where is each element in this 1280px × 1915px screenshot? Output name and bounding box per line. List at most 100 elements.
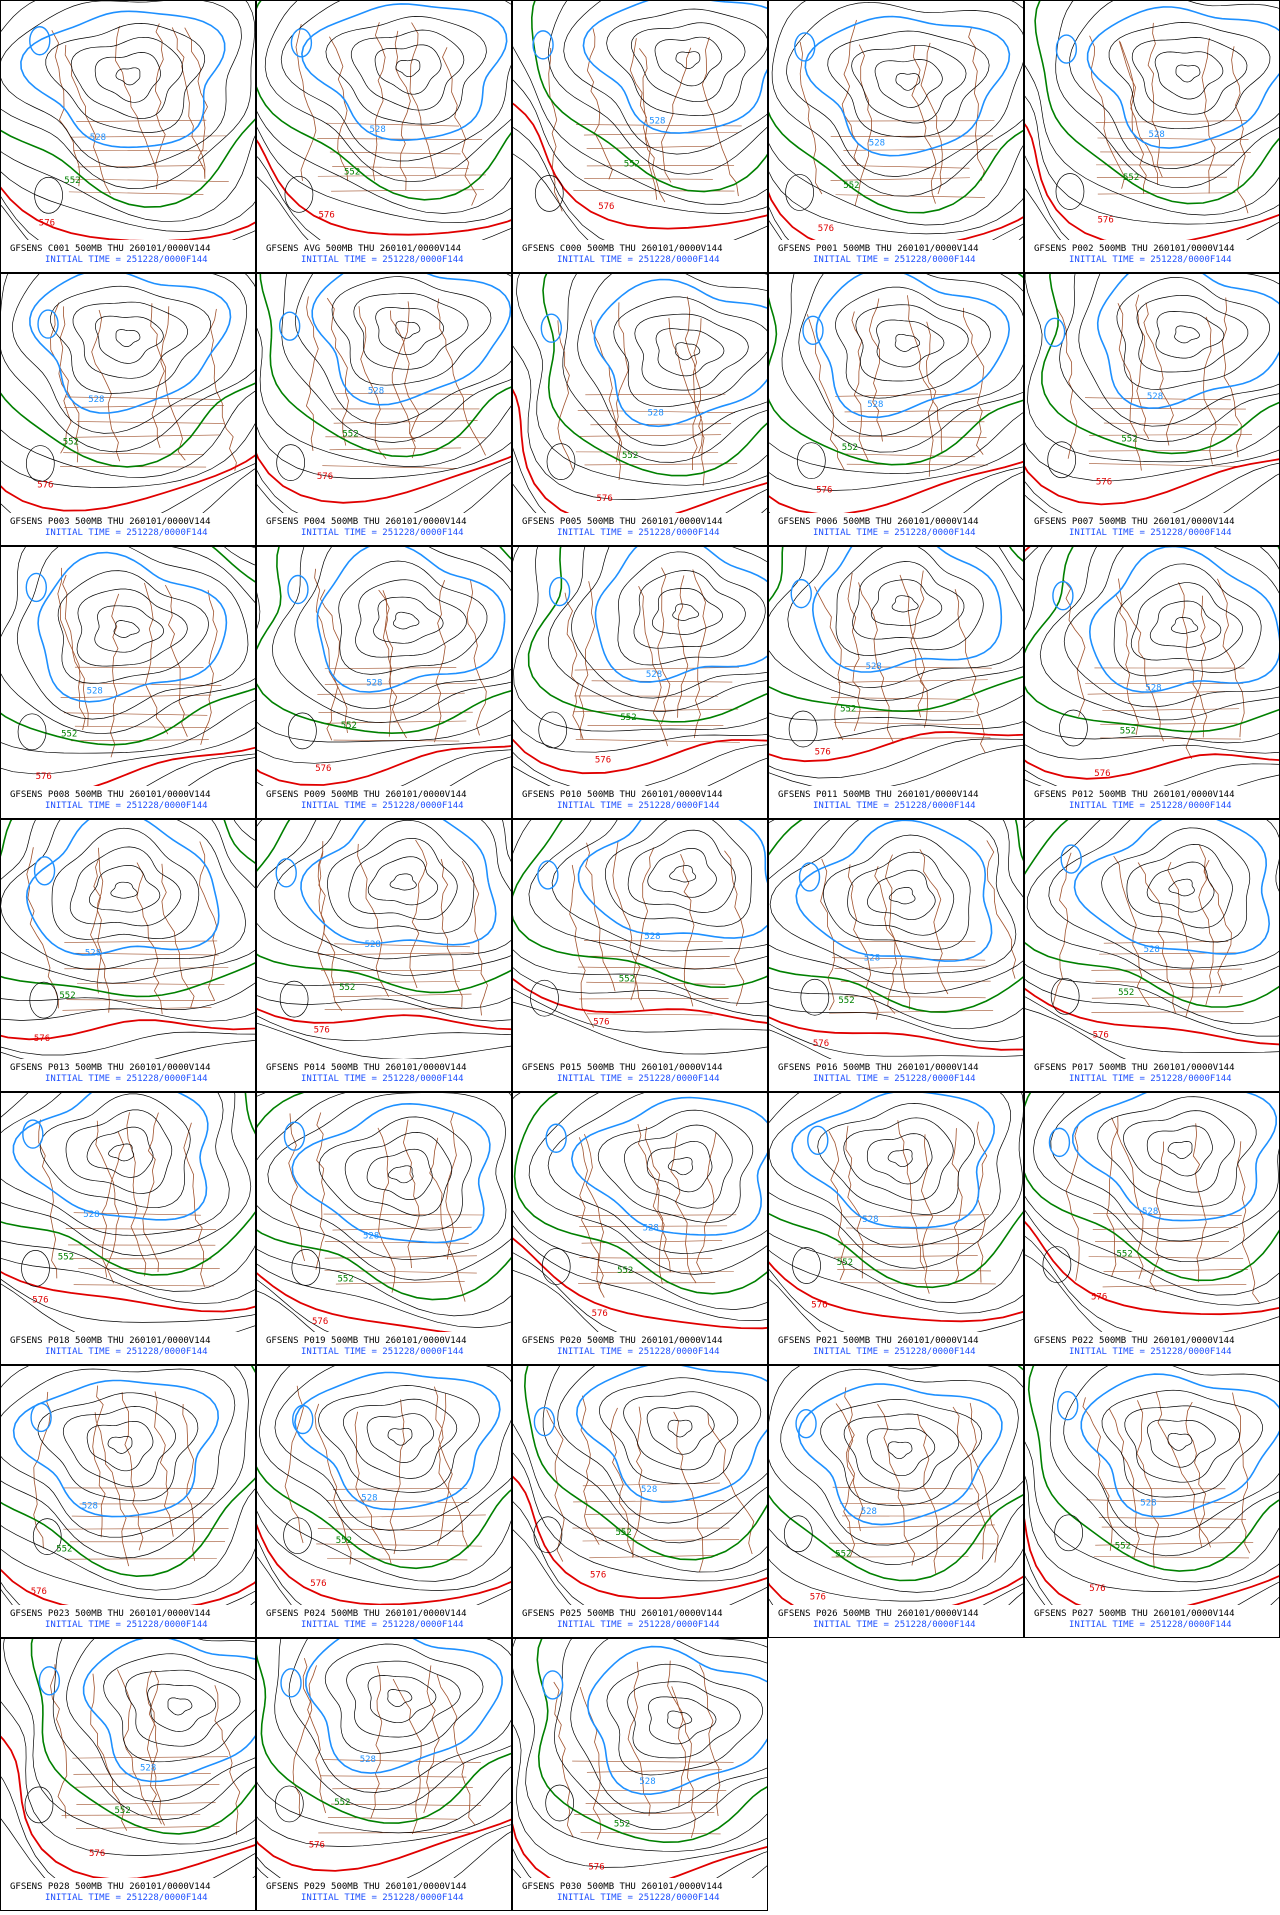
coastline: [1064, 580, 1085, 716]
coastline: [634, 847, 654, 1010]
contour: [956, 0, 1280, 245]
contour: [312, 260, 510, 405]
border: [834, 723, 981, 725]
coastline: [586, 843, 616, 992]
contour: [0, 982, 321, 1311]
contour: [867, 1428, 935, 1476]
border: [840, 1283, 995, 1284]
contour: [995, 459, 1280, 759]
caption: GFSENS P023 500MB THU 260101/0000V144: [10, 1609, 210, 1619]
contour: [0, 435, 376, 816]
contour: [14, 1381, 219, 1517]
coastline: [1114, 856, 1150, 1006]
contour: [0, 231, 298, 467]
contour: [0, 182, 369, 511]
coastline: [918, 1414, 938, 1574]
panel-border: [513, 1, 768, 273]
contour-label: 528: [869, 138, 885, 148]
contour-label: 528: [363, 1232, 379, 1242]
contour-label: 552: [837, 1258, 853, 1268]
border: [1089, 450, 1233, 451]
coastline: [1118, 579, 1138, 735]
caption: GFSENS P025 500MB THU 260101/0000V144: [522, 1609, 722, 1619]
contour-label: 528: [87, 687, 103, 697]
contour-label: 528: [643, 1223, 659, 1233]
contour: [95, 606, 164, 652]
low: [280, 981, 308, 1017]
coastline: [116, 26, 159, 189]
contour: [896, 74, 920, 91]
coastline: [977, 1122, 987, 1283]
contour-label: 528: [365, 940, 381, 950]
low: [281, 1669, 301, 1697]
caption: GFSENS P026 500MB THU 260101/0000V144: [778, 1609, 978, 1619]
coastline: [970, 1403, 998, 1563]
coastline: [639, 586, 668, 746]
map-area: 528 552 576: [610, 973, 1138, 1368]
border: [585, 1513, 739, 1514]
border: [325, 1009, 462, 1010]
border: [1091, 1012, 1243, 1013]
contour: [355, 580, 466, 658]
contour: [170, 699, 613, 1030]
contour: [70, 847, 181, 926]
contour-label: 552: [617, 1266, 633, 1276]
contour: [114, 621, 139, 638]
caption: GFSENS P012 500MB THU 260101/0000V144: [1034, 790, 1234, 800]
contour: [1168, 1141, 1192, 1158]
low: [1056, 35, 1076, 63]
contour: [648, 848, 717, 897]
contour: [961, 1006, 1280, 1306]
contour-label: 552: [341, 721, 357, 731]
border: [1104, 1269, 1248, 1271]
border: [67, 1000, 215, 1001]
initial-time: INITIAL TIME = 251228/0000F144: [301, 1620, 464, 1630]
contour: [1127, 844, 1233, 928]
contour: [58, 571, 209, 684]
contour-label: 528: [1144, 945, 1160, 955]
contour: [0, 1009, 287, 1291]
contour-label: 552: [1120, 726, 1136, 736]
contour: [66, 1110, 172, 1194]
coastline: [403, 1120, 419, 1268]
contour: [718, 1331, 1095, 1593]
low: [39, 1667, 59, 1695]
panel-border: [1025, 274, 1280, 546]
contour: [1176, 65, 1200, 82]
contour-label: 576: [309, 1841, 325, 1851]
contour: [626, 996, 1131, 1342]
caption: GFSENS P004 500MB THU 260101/0000V144: [266, 517, 466, 527]
low: [535, 175, 563, 211]
contour: [629, 710, 1135, 1056]
initial-time: INITIAL TIME = 251228/0000F144: [1069, 1347, 1232, 1357]
coastline: [724, 851, 743, 1006]
contour: [665, 406, 1156, 778]
border: [587, 1770, 722, 1773]
low: [786, 174, 814, 210]
contour-label: 576: [811, 1301, 827, 1311]
contour: [424, 1265, 927, 1624]
coastline: [836, 1404, 854, 1557]
initial-time: INITIAL TIME = 251228/0000F144: [1069, 1620, 1232, 1630]
contour-label: 576: [317, 472, 333, 482]
contour: [375, 45, 441, 94]
contour: [676, 343, 700, 360]
contour: [458, 169, 938, 547]
contour: [95, 52, 160, 102]
contour: [1079, 243, 1280, 426]
coastline: [151, 303, 186, 460]
contour-label: 552: [624, 160, 640, 170]
coastline: [215, 1685, 240, 1835]
contour: [396, 60, 420, 77]
coastline: [355, 1412, 391, 1565]
low: [543, 1671, 563, 1699]
coastline: [165, 585, 187, 737]
contour: [1051, 1073, 1280, 1241]
border: [838, 1244, 975, 1245]
border: [835, 966, 989, 969]
